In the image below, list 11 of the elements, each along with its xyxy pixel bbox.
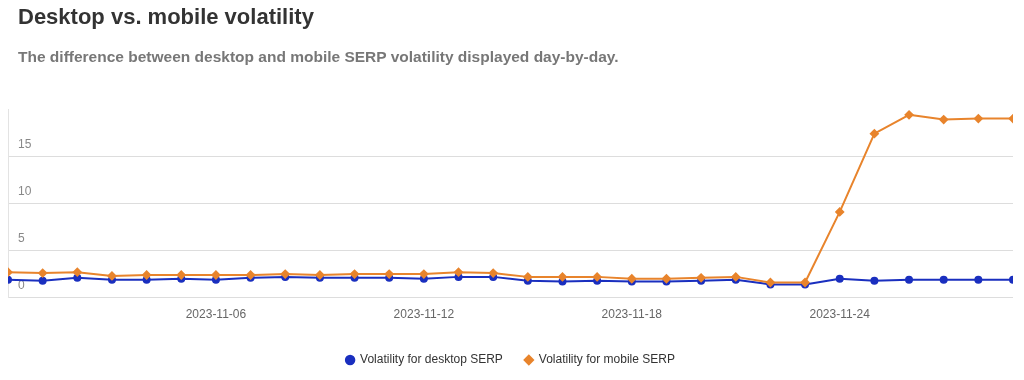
y-tick-label: 10 bbox=[18, 183, 32, 198]
x-tick-label: 2023-11-12 bbox=[393, 307, 455, 322]
chart-subtitle: The difference between desktop and mobile SERP volatility displayed day-by-day. bbox=[18, 48, 619, 66]
chart-title: Desktop vs. mobile volatility bbox=[18, 4, 314, 30]
x-tick-label: 2023-11-06 bbox=[185, 307, 247, 322]
legend-label: Volatility for mobile SERP bbox=[538, 352, 675, 367]
y-tick-label: 5 bbox=[18, 230, 25, 245]
y-tick-label: 15 bbox=[18, 136, 32, 151]
x-tick-label: 2023-11-24 bbox=[809, 307, 871, 322]
x-tick-label: 2023-11-18 bbox=[601, 307, 663, 322]
legend-label: Volatility for desktop SERP bbox=[360, 352, 503, 367]
